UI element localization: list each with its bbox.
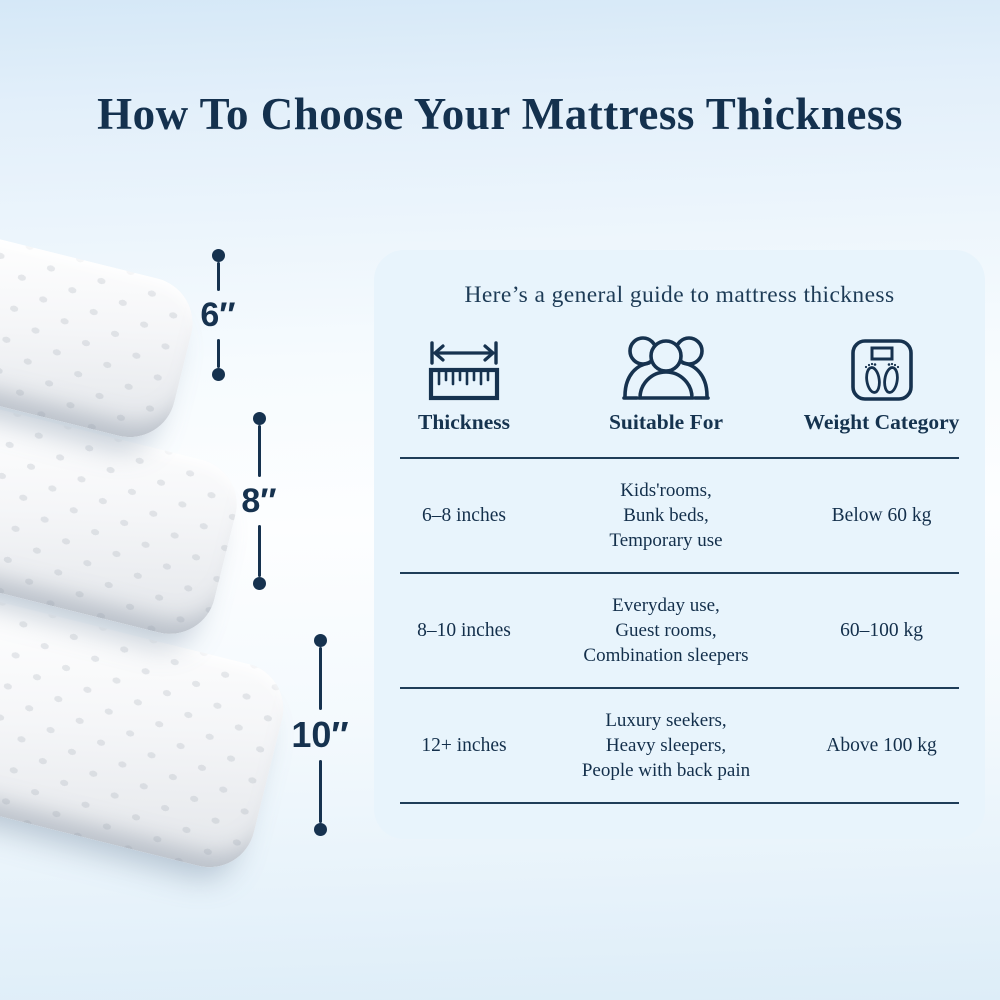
ruler-icon xyxy=(398,336,530,402)
column-icons-row xyxy=(398,336,961,402)
cell-suitable-for: Kids'rooms, Bunk beds, Temporary use xyxy=(609,479,723,552)
column-header-weight-category: Weight Category xyxy=(803,410,960,434)
cell-weight: 60–100 kg xyxy=(840,619,923,641)
measure-dot xyxy=(252,577,266,590)
cell-thickness: 12+ inches xyxy=(421,734,507,756)
people-icon xyxy=(530,336,802,402)
cell-weight: Below 60 kg xyxy=(831,504,932,526)
measure-line xyxy=(216,262,220,291)
measure-line xyxy=(257,525,261,577)
cell-weight: Above 100 kg xyxy=(826,734,937,756)
measurement-label-8: 8″ xyxy=(241,482,277,520)
cell-thickness: 8–10 inches xyxy=(417,619,511,641)
column-headers-row: Thickness Suitable For Weight Category xyxy=(398,410,961,435)
measure-dot xyxy=(313,823,327,836)
measurement-label-6: 6″ xyxy=(200,296,236,334)
measure-line xyxy=(318,760,322,823)
cell-suitable-for: Luxury seekers, Heavy sleepers, People w… xyxy=(581,709,751,782)
guide-heading: Here’s a general guide to mattress thick… xyxy=(464,282,895,308)
measurement-6in: 6″ xyxy=(186,249,250,381)
measure-dot xyxy=(211,249,225,262)
measure-line xyxy=(257,425,261,477)
table-divider xyxy=(400,802,959,804)
measure-dot xyxy=(211,368,225,381)
page-title: How To Choose Your Mattress Thickness xyxy=(97,89,903,139)
guide-panel: Here’s a general guide to mattress thick… xyxy=(374,250,985,839)
table-divider xyxy=(400,572,959,574)
scale-icon xyxy=(802,336,961,402)
measurement-8in: 8″ xyxy=(227,412,291,590)
cell-suitable-for: Everyday use, Guest rooms, Combination s… xyxy=(583,594,749,667)
measurement-10in: 10″ xyxy=(284,634,356,836)
table-row: 6–8 inches Kids'rooms, Bunk beds, Tempor… xyxy=(398,459,961,572)
measure-line xyxy=(318,647,322,710)
measurement-label-10: 10″ xyxy=(291,714,349,755)
table-row: 8–10 inches Everyday use, Guest rooms, C… xyxy=(398,574,961,687)
column-header-suitable-for: Suitable For xyxy=(608,410,724,434)
measure-dot xyxy=(313,634,327,647)
measure-dot xyxy=(252,412,266,425)
cell-thickness: 6–8 inches xyxy=(422,504,506,526)
table-row: 12+ inches Luxury seekers, Heavy sleeper… xyxy=(398,689,961,802)
measure-line xyxy=(216,339,220,368)
table-divider xyxy=(400,687,959,689)
mattress-6-inch xyxy=(0,171,203,447)
column-header-thickness: Thickness xyxy=(417,410,510,434)
table-divider xyxy=(400,457,959,459)
